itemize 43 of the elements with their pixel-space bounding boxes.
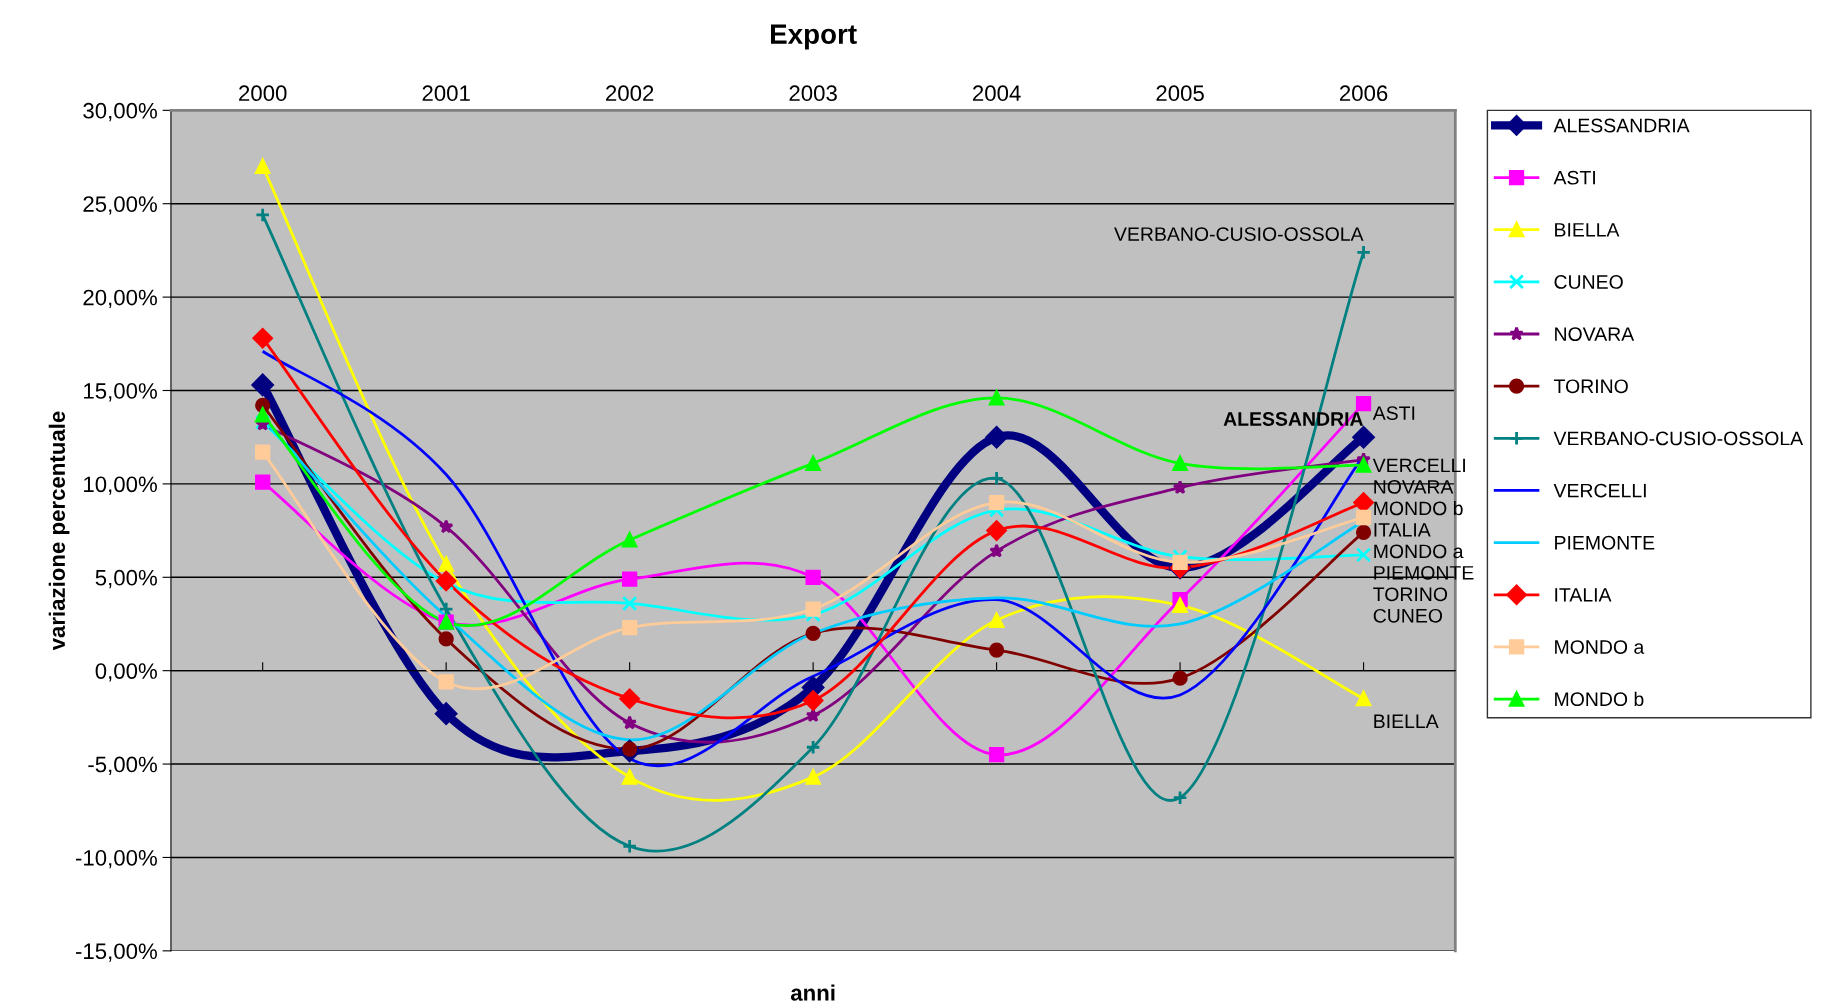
text: NOVARA: [1374, 480, 1454, 494]
legend-label: TORINO: [1553, 379, 1628, 394]
text: MONDO a: [1374, 544, 1464, 559]
legend-label: VERCELLI: [1553, 483, 1646, 498]
x-tick-label: 2004: [973, 85, 1021, 102]
y-tick-label: 25,00%: [83, 196, 157, 215]
x-tick-label: 2001: [422, 85, 470, 102]
text: ITALIA: [1374, 523, 1431, 537]
y-tick-label: -10,00%: [75, 849, 157, 869]
y-tick-label: 15,00%: [84, 383, 157, 402]
x-axis-title: anni: [790, 984, 835, 1001]
legend-label: BIELLA: [1555, 223, 1620, 237]
y-tick-label: 0,00%: [95, 663, 157, 682]
text: VERBANO-CUSIO-OSSOLA: [1114, 227, 1364, 241]
x-tick-label: 2000: [239, 85, 287, 102]
legend-label: VERBANO-CUSIO-OSSOLA: [1553, 431, 1804, 446]
text: CUNEO: [1373, 608, 1443, 623]
legend-label: PIEMONTE: [1555, 535, 1655, 550]
y-tick-label: 10,00%: [84, 476, 157, 495]
legend-label: ITALIA: [1555, 588, 1612, 602]
x-tick-label: 2006: [1339, 85, 1388, 102]
x-tick-label: 2003: [789, 85, 837, 102]
text: BIELLA: [1374, 714, 1439, 728]
legend-label: MONDO b: [1555, 691, 1644, 707]
text: PIEMONTE: [1374, 565, 1474, 580]
x-tick-label: 2002: [606, 85, 654, 102]
chart-title: Export: [770, 24, 857, 50]
legend-label: ALESSANDRIA: [1553, 118, 1690, 133]
legend-label: MONDO a: [1555, 640, 1645, 654]
x-tick-label: 2005: [1156, 85, 1204, 102]
legend-label: CUNEO: [1554, 275, 1623, 289]
text: TORINO: [1373, 587, 1448, 602]
legend-label: ASTI: [1553, 170, 1595, 185]
y-axis-title: variazione percentuale: [48, 411, 70, 651]
y-tick-label: -15,00%: [75, 943, 157, 962]
text: VERCELLI: [1372, 458, 1465, 473]
y-tick-label: 5,00%: [95, 569, 157, 589]
legend-label: NOVARA: [1555, 327, 1635, 341]
text: ASTI: [1372, 406, 1415, 420]
y-tick-label: 30,00%: [83, 102, 157, 122]
text: MONDO b: [1374, 500, 1463, 516]
y-tick-label: 20,00%: [83, 289, 157, 309]
y-tick-label: -5,00%: [88, 756, 157, 775]
